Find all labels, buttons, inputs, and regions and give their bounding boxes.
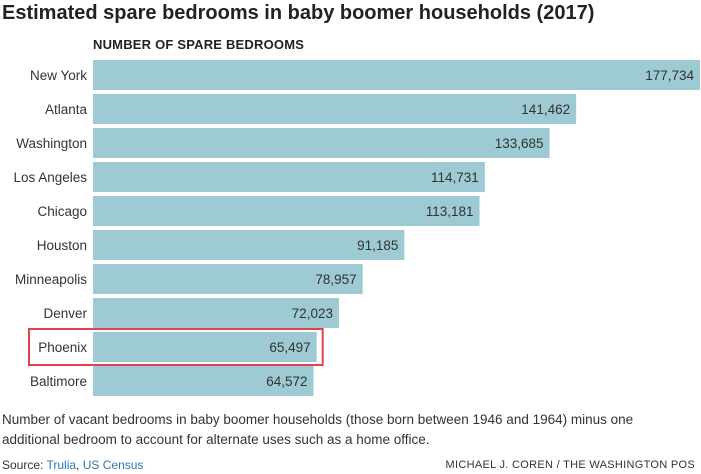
category-label-atlanta: Atlanta [45, 102, 88, 117]
credit-line: MICHAEL J. COREN / THE WASHINGTON POS [445, 459, 695, 471]
bar-minneapolis [93, 264, 363, 294]
bar-phoenix [93, 332, 317, 362]
value-label-denver: 72,023 [292, 306, 333, 321]
value-label-los-angeles: 114,731 [431, 170, 479, 185]
value-label-washington: 133,685 [495, 136, 544, 151]
chart-title: Estimated spare bedrooms in baby boomer … [2, 2, 595, 24]
source-link-us-census[interactable]: US Census [82, 458, 144, 472]
bar-chicago [93, 196, 480, 226]
category-label-chicago: Chicago [37, 204, 87, 219]
value-label-houston: 91,185 [357, 238, 398, 253]
bar-baltimore [93, 366, 314, 396]
category-label-minneapolis: Minneapolis [15, 272, 87, 287]
value-label-phoenix: 65,497 [269, 340, 310, 355]
source-separator: , [76, 458, 83, 472]
bar-denver [93, 298, 339, 328]
category-label-phoenix: Phoenix [38, 340, 87, 355]
chart-subtitle: NUMBER OF SPARE BEDROOMS [93, 37, 305, 52]
source-prefix: Source: [2, 458, 47, 472]
bar-houston [93, 230, 405, 260]
bar-chart: New York 177,734 Atlanta 141,462 Washington 1… [13, 60, 700, 396]
source-link-trulia[interactable]: Trulia [46, 458, 77, 472]
bar-washington [93, 128, 550, 158]
highlight-box-phoenix [28, 328, 324, 366]
source-line: Source: Trulia, US Census [2, 458, 143, 472]
bar-los-angeles [93, 162, 485, 192]
value-label-chicago: 113,181 [426, 204, 474, 219]
category-label-new-york: New York [30, 68, 87, 83]
category-label-los-angeles: Los Angeles [13, 170, 87, 185]
value-label-baltimore: 64,572 [266, 374, 307, 389]
bar-new-york [93, 60, 700, 90]
chart-note: Number of vacant bedrooms in baby boomer… [2, 412, 634, 447]
value-label-atlanta: 141,462 [521, 102, 570, 117]
category-label-houston: Houston [37, 238, 87, 253]
bar-atlanta [93, 94, 577, 124]
value-label-minneapolis: 78,957 [315, 272, 356, 287]
value-label-new-york: 177,734 [645, 68, 694, 83]
category-label-baltimore: Baltimore [30, 374, 87, 389]
category-label-denver: Denver [43, 306, 87, 321]
category-label-washington: Washington [16, 136, 87, 151]
